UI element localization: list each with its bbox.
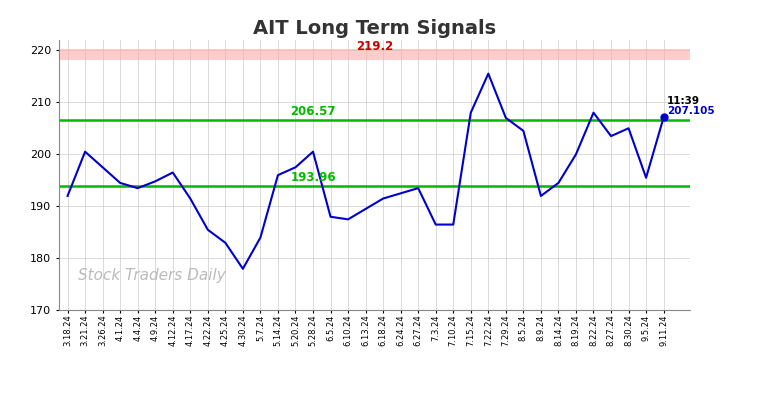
Text: Stock Traders Daily: Stock Traders Daily — [78, 268, 226, 283]
Text: 219.2: 219.2 — [356, 40, 393, 53]
Text: 207.105: 207.105 — [667, 106, 715, 116]
Text: 193.96: 193.96 — [290, 171, 336, 183]
Text: 11:39: 11:39 — [667, 96, 700, 106]
Text: 206.57: 206.57 — [290, 105, 336, 118]
Point — [657, 114, 670, 121]
Title: AIT Long Term Signals: AIT Long Term Signals — [252, 19, 496, 38]
